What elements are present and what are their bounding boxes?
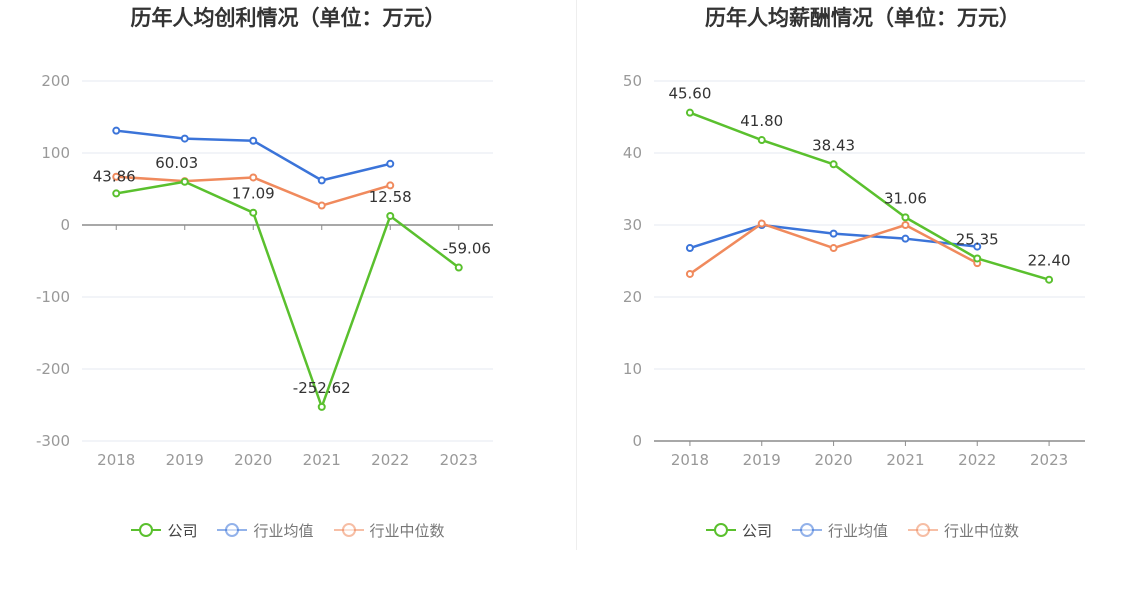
salary-data-label: 45.60 [668, 85, 711, 103]
profit-industry-mean-point[interactable] [386, 159, 395, 168]
salary-industry-mean-point[interactable] [901, 234, 910, 243]
x-tick-label: 2020 [234, 451, 272, 469]
salary-company-point[interactable] [901, 213, 910, 222]
legend-label: 公司 [741, 521, 772, 540]
y-tick-label: 30 [623, 216, 642, 234]
salary-chart-title: 历年人均薪酬情况（单位：万元） [705, 6, 1020, 30]
profit-industry-median-point[interactable] [112, 172, 121, 181]
y-tick-label: -200 [36, 360, 70, 378]
profit-data-label: 60.03 [155, 154, 198, 172]
legend-swatch-icon [131, 523, 162, 537]
y-tick-label: 200 [41, 72, 70, 90]
y-tick-label: 40 [623, 144, 642, 162]
legend-swatch-icon [333, 523, 364, 537]
y-tick-label: 0 [632, 432, 642, 450]
y-tick-label: -300 [36, 432, 70, 450]
x-tick-label: 2023 [440, 451, 478, 469]
legend-label: 行业中位数 [369, 521, 445, 540]
profit-industry-median-point[interactable] [249, 173, 258, 182]
profit-chart-title: 历年人均创利情况（单位：万元） [130, 6, 446, 30]
y-tick-label: 10 [623, 360, 642, 378]
profit-company-point[interactable] [249, 208, 258, 217]
y-tick-label: 100 [41, 144, 70, 162]
legend-label: 行业均值 [827, 521, 888, 540]
x-tick-label: 2021 [886, 451, 924, 469]
salary-company-point[interactable] [829, 160, 838, 169]
salary-data-label: 31.06 [884, 189, 927, 207]
legend-label: 行业中位数 [944, 521, 1020, 540]
legend-item-industry-median[interactable]: 行业中位数 [908, 520, 1019, 541]
salary-company-point[interactable] [685, 108, 694, 117]
salary-data-label: 25.35 [956, 230, 999, 248]
panel-divider [576, 0, 577, 550]
legend-swatch-icon [791, 523, 822, 537]
salary-industry-mean-point[interactable] [973, 242, 982, 251]
x-tick-label: 2018 [671, 451, 709, 469]
profit-company-point[interactable] [180, 177, 189, 186]
legend-item-industry-median[interactable]: 行业中位数 [333, 520, 445, 541]
profit-chart-panel: 历年人均创利情况（单位：万元） 200 100 0 -100 -200 -300 2018 2… [0, 0, 576, 550]
profit-data-label: -252.62 [293, 379, 351, 397]
x-tick-label: 2021 [303, 451, 341, 469]
y-tick-label: -100 [36, 288, 70, 306]
salary-industry-median-point[interactable] [829, 244, 838, 253]
profit-data-label: 12.58 [369, 188, 412, 206]
profit-industry-median-point[interactable] [386, 181, 395, 190]
salary-company-point[interactable] [757, 136, 766, 145]
y-tick-label: 50 [623, 72, 642, 90]
salary-industry-median-point[interactable] [901, 221, 910, 229]
x-tick-label: 2019 [743, 451, 781, 469]
salary-chart-panel: 历年人均薪酬情况（单位：万元） 50 40 30 20 10 0 2018 2019 2020 2… [577, 0, 1148, 550]
x-tick-label: 2022 [958, 451, 996, 469]
profit-industry-median-point[interactable] [317, 201, 326, 210]
legend-label: 公司 [167, 521, 198, 540]
salary-industry-mean-point[interactable] [685, 244, 694, 253]
salary-company-line [689, 111, 1050, 281]
x-tick-label: 2018 [97, 451, 135, 469]
legend-swatch-icon [705, 523, 736, 537]
legend-label: 行业均值 [253, 521, 314, 540]
salary-industry-median-point[interactable] [685, 269, 694, 278]
profit-data-label: 17.09 [232, 185, 275, 203]
salary-company-point[interactable] [1045, 275, 1054, 284]
legend-item-company[interactable]: 公司 [131, 520, 197, 541]
x-tick-label: 2020 [814, 451, 852, 469]
salary-data-label: 41.80 [740, 112, 783, 130]
salary-data-label: 38.43 [812, 136, 855, 154]
profit-data-label: -59.06 [443, 240, 491, 258]
legend-item-industry-mean[interactable]: 行业均值 [217, 520, 314, 541]
salary-chart-legend: 公司 行业均值 行业中位数 [577, 518, 1148, 542]
profit-chart-plot: 200 100 0 -100 -200 -300 2018 2019 2020 2021 2022 2… [36, 72, 493, 469]
profit-industry-mean-point[interactable] [249, 136, 258, 145]
y-tick-label: 20 [623, 288, 642, 306]
salary-data-label: 22.40 [1028, 252, 1071, 270]
x-tick-label: 2023 [1030, 451, 1068, 469]
x-tick-label: 2022 [371, 451, 409, 469]
y-tick-label: 0 [60, 216, 70, 234]
profit-data-label: 43.86 [93, 167, 136, 185]
profit-company-point[interactable] [112, 189, 121, 198]
x-tick-label: 2019 [166, 451, 204, 469]
salary-chart-plot: 50 40 30 20 10 0 2018 2019 2020 2021 2022 2023 45.60… [623, 72, 1085, 469]
profit-company-point[interactable] [386, 211, 395, 220]
salary-company-point[interactable] [973, 254, 982, 263]
profit-company-point[interactable] [317, 402, 326, 411]
profit-industry-mean-point[interactable] [112, 126, 121, 135]
salary-industry-mean-point[interactable] [829, 229, 838, 238]
profit-industry-mean-point[interactable] [317, 176, 326, 185]
legend-swatch-icon [908, 523, 938, 537]
legend-item-company[interactable]: 公司 [705, 520, 772, 541]
profit-chart-legend: 公司 行业均值 行业中位数 [0, 518, 576, 542]
salary-industry-median-point[interactable] [757, 219, 766, 228]
legend-item-industry-mean[interactable]: 行业均值 [791, 520, 888, 541]
profit-company-line [116, 180, 460, 409]
profit-company-point[interactable] [454, 263, 463, 272]
legend-swatch-icon [217, 523, 248, 537]
profit-industry-mean-point[interactable] [180, 134, 189, 143]
